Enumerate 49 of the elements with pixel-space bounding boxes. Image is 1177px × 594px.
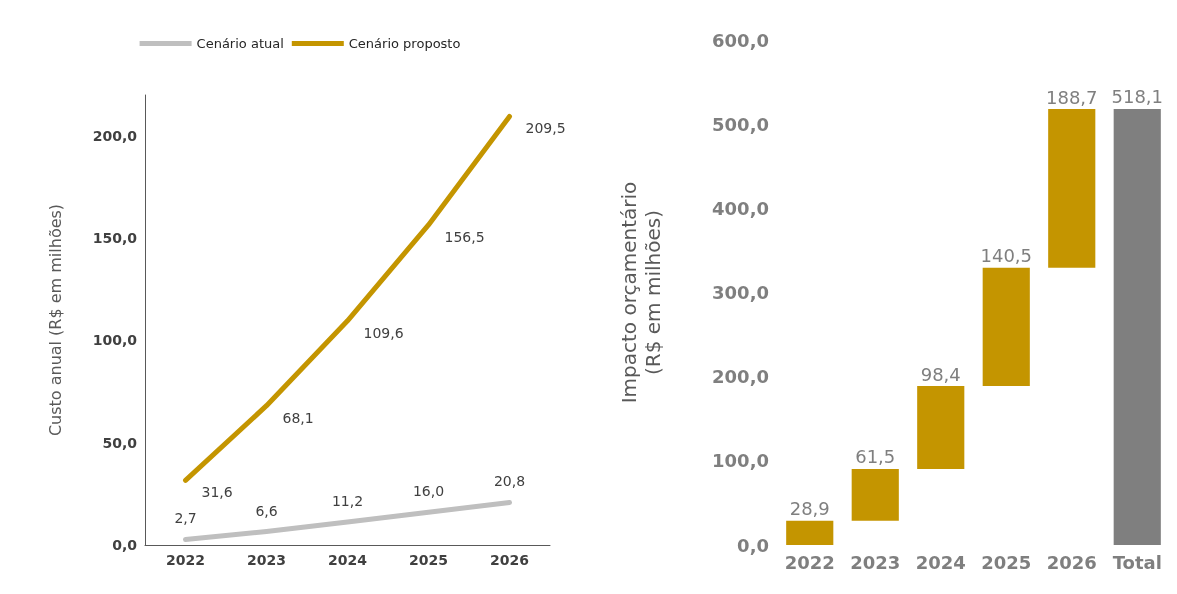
bar (1048, 109, 1096, 268)
data-label: 156,5 (444, 228, 485, 245)
bar (982, 267, 1030, 387)
x-tick-label: 2024 (915, 551, 966, 573)
data-label: 518,1 (1111, 86, 1164, 108)
y-tick-label: 0,0 (737, 534, 769, 556)
x-tick-label: 2023 (247, 552, 286, 568)
x-tick-label: 2022 (166, 552, 205, 568)
data-label: 109,6 (363, 324, 404, 341)
y-tick-label: 150,0 (92, 230, 138, 247)
y-tick-label: 100,0 (92, 332, 138, 349)
legend-label: Cenário atual (196, 36, 284, 51)
y-tick-label: 200,0 (712, 366, 769, 388)
data-label: 2,7 (174, 510, 197, 527)
bar (917, 386, 965, 469)
legend-label: Cenário proposto (348, 36, 461, 51)
x-tick-label: 2022 (784, 551, 835, 573)
data-label: 11,2 (331, 493, 364, 510)
x-tick-label: Total (1112, 551, 1162, 573)
x-tick-label: 2024 (328, 552, 368, 568)
y-tick-label: 200,0 (92, 127, 138, 144)
y-tick-label: 500,0 (712, 113, 769, 135)
data-label: 140,5 (980, 245, 1033, 267)
y-axis-title: Impacto orçamentário (R$ em milhões) (617, 181, 665, 404)
data-label: 28,9 (789, 498, 830, 520)
y-tick-label: 0,0 (112, 537, 138, 553)
data-label: 209,5 (525, 120, 566, 137)
data-label: 188,7 (1045, 86, 1098, 108)
data-label: 68,1 (282, 409, 314, 426)
y-tick-label: 600,0 (712, 29, 769, 51)
bar (1113, 108, 1161, 545)
x-tick-label: 2026 (490, 552, 529, 568)
data-label: 20,8 (493, 473, 526, 490)
x-tick-label: 2025 (409, 552, 448, 568)
data-label: 98,4 (920, 363, 961, 385)
bar (786, 520, 834, 545)
data-label: 6,6 (255, 502, 278, 519)
x-tick-label: 2023 (850, 551, 901, 573)
y-tick-label: 50,0 (102, 434, 138, 451)
data-label: 16,0 (412, 483, 445, 500)
y-tick-label: 300,0 (712, 282, 769, 303)
y-tick-label: 400,0 (712, 197, 769, 219)
bar (851, 468, 899, 521)
y-tick-label: 100,0 (712, 450, 769, 472)
x-tick-label: 2026 (1046, 551, 1097, 573)
data-label: 61,5 (855, 446, 896, 468)
y-axis-title: Custo anual (R$ em milhões) (45, 203, 65, 437)
x-tick-label: 2025 (981, 551, 1032, 573)
data-label: 31,6 (201, 484, 233, 501)
